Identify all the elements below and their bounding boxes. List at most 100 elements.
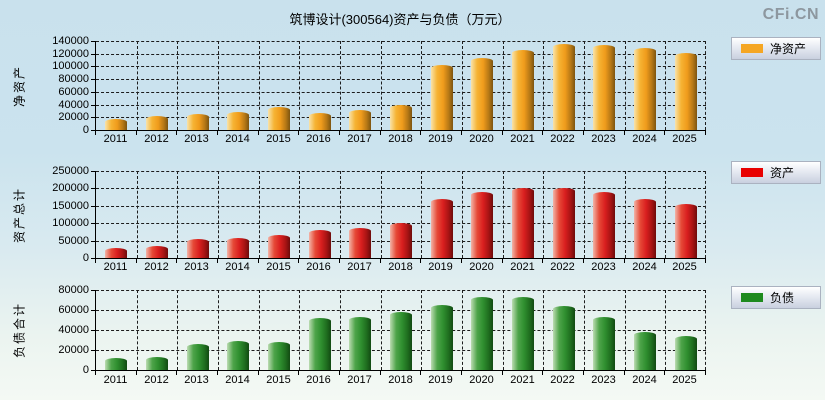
gridline-vertical: [543, 171, 544, 258]
y-tick-mark: [91, 310, 95, 311]
x-tick-mark: [542, 131, 543, 135]
gridline-vertical: [543, 290, 544, 370]
bar-2017: [349, 228, 371, 258]
gridline-vertical: [625, 290, 626, 370]
gridline-vertical: [665, 41, 666, 130]
y-tick-label: 150000: [52, 200, 89, 212]
x-tick-label: 2025: [672, 374, 697, 386]
gridline-vertical: [503, 290, 504, 370]
y-tick-mark: [91, 206, 95, 207]
y-tick-label: 250000: [52, 165, 89, 177]
gridline-horizontal: [96, 92, 706, 93]
x-tick-label: 2016: [306, 133, 331, 145]
bar-2025: [675, 336, 697, 370]
y-tick-label: 60000: [58, 304, 89, 316]
x-tick-mark: [136, 131, 137, 135]
gridline-vertical: [340, 290, 341, 370]
gridline-vertical: [503, 171, 504, 258]
gridline-vertical: [462, 290, 463, 370]
bar-2016: [309, 230, 331, 258]
gridline-vertical: [299, 290, 300, 370]
bar-2013: [187, 114, 209, 130]
x-tick-label: 2019: [428, 261, 453, 273]
y-tick-label: 20000: [58, 111, 89, 123]
y-tick-label: 120000: [52, 48, 89, 60]
y-tick-label: 40000: [58, 99, 89, 111]
y-tick-label: 0: [82, 124, 89, 136]
bar-2016: [309, 113, 331, 130]
x-tick-mark: [420, 131, 421, 135]
bar-2013: [187, 239, 209, 258]
x-tick-mark: [380, 131, 381, 135]
y-tick-mark: [91, 54, 95, 55]
bar-2020: [471, 192, 493, 258]
x-tick-label: 2011: [103, 374, 128, 386]
bar-2023: [593, 192, 615, 258]
bar-2022: [553, 44, 575, 130]
x-tick-mark: [420, 259, 421, 263]
y-tick-label: 60000: [58, 86, 89, 98]
x-tick-label: 2021: [510, 374, 535, 386]
x-tick-mark: [176, 131, 177, 135]
x-tick-mark: [705, 259, 706, 263]
y-tick-mark: [91, 117, 95, 118]
cfi-cn-logo: CFi.CN: [762, 6, 819, 23]
gridline-vertical: [665, 171, 666, 258]
plot-area-负债: [95, 290, 706, 371]
y-tick-mark: [91, 330, 95, 331]
gridline-vertical: [381, 290, 382, 370]
x-tick-mark: [217, 259, 218, 263]
y-tick-mark: [91, 290, 95, 291]
x-tick-label: 2022: [550, 133, 575, 145]
gridline-vertical: [625, 171, 626, 258]
gridline-vertical: [584, 41, 585, 130]
x-tick-mark: [380, 371, 381, 375]
gridline-vertical: [381, 41, 382, 130]
bar-2025: [675, 204, 697, 258]
x-tick-label: 2024: [632, 133, 657, 145]
x-tick-mark: [339, 131, 340, 135]
x-tick-label: 2014: [225, 133, 250, 145]
bar-2014: [227, 238, 249, 258]
gridline-vertical: [137, 290, 138, 370]
x-tick-label: 2021: [510, 261, 535, 273]
x-tick-label: 2020: [469, 374, 494, 386]
bar-2011: [105, 248, 127, 258]
gridline-horizontal: [96, 188, 706, 189]
gridline-horizontal: [96, 66, 706, 67]
x-tick-label: 2022: [550, 374, 575, 386]
x-tick-mark: [502, 131, 503, 135]
x-tick-label: 2013: [184, 133, 209, 145]
x-tick-mark: [339, 371, 340, 375]
legend-label-assets: 资产: [770, 166, 795, 180]
y-tick-label: 40000: [58, 324, 89, 336]
x-tick-mark: [380, 259, 381, 263]
x-tick-label: 2017: [347, 374, 372, 386]
x-tick-mark: [705, 131, 706, 135]
gridline-vertical: [299, 171, 300, 258]
bar-2019: [431, 199, 453, 258]
x-tick-mark: [95, 131, 96, 135]
x-tick-label: 2013: [184, 261, 209, 273]
y-tick-mark: [91, 350, 95, 351]
gridline-vertical: [421, 290, 422, 370]
x-tick-label: 2012: [144, 133, 169, 145]
gridline-vertical: [177, 290, 178, 370]
bar-2018: [390, 312, 412, 370]
y-tick-label: 0: [82, 252, 89, 264]
x-tick-label: 2014: [225, 261, 250, 273]
gridline-vertical: [218, 171, 219, 258]
bar-2025: [675, 53, 697, 130]
x-tick-label: 2018: [388, 133, 413, 145]
x-tick-label: 2015: [266, 133, 291, 145]
chart-title: 筑博设计(300564)资产与负债（万元）: [289, 12, 511, 27]
y-tick-mark: [91, 79, 95, 80]
bar-2017: [349, 317, 371, 370]
x-tick-mark: [502, 371, 503, 375]
gridline-vertical: [340, 41, 341, 130]
x-tick-label: 2019: [428, 133, 453, 145]
gridline-vertical: [299, 41, 300, 130]
x-tick-mark: [258, 371, 259, 375]
bar-2024: [634, 332, 656, 370]
